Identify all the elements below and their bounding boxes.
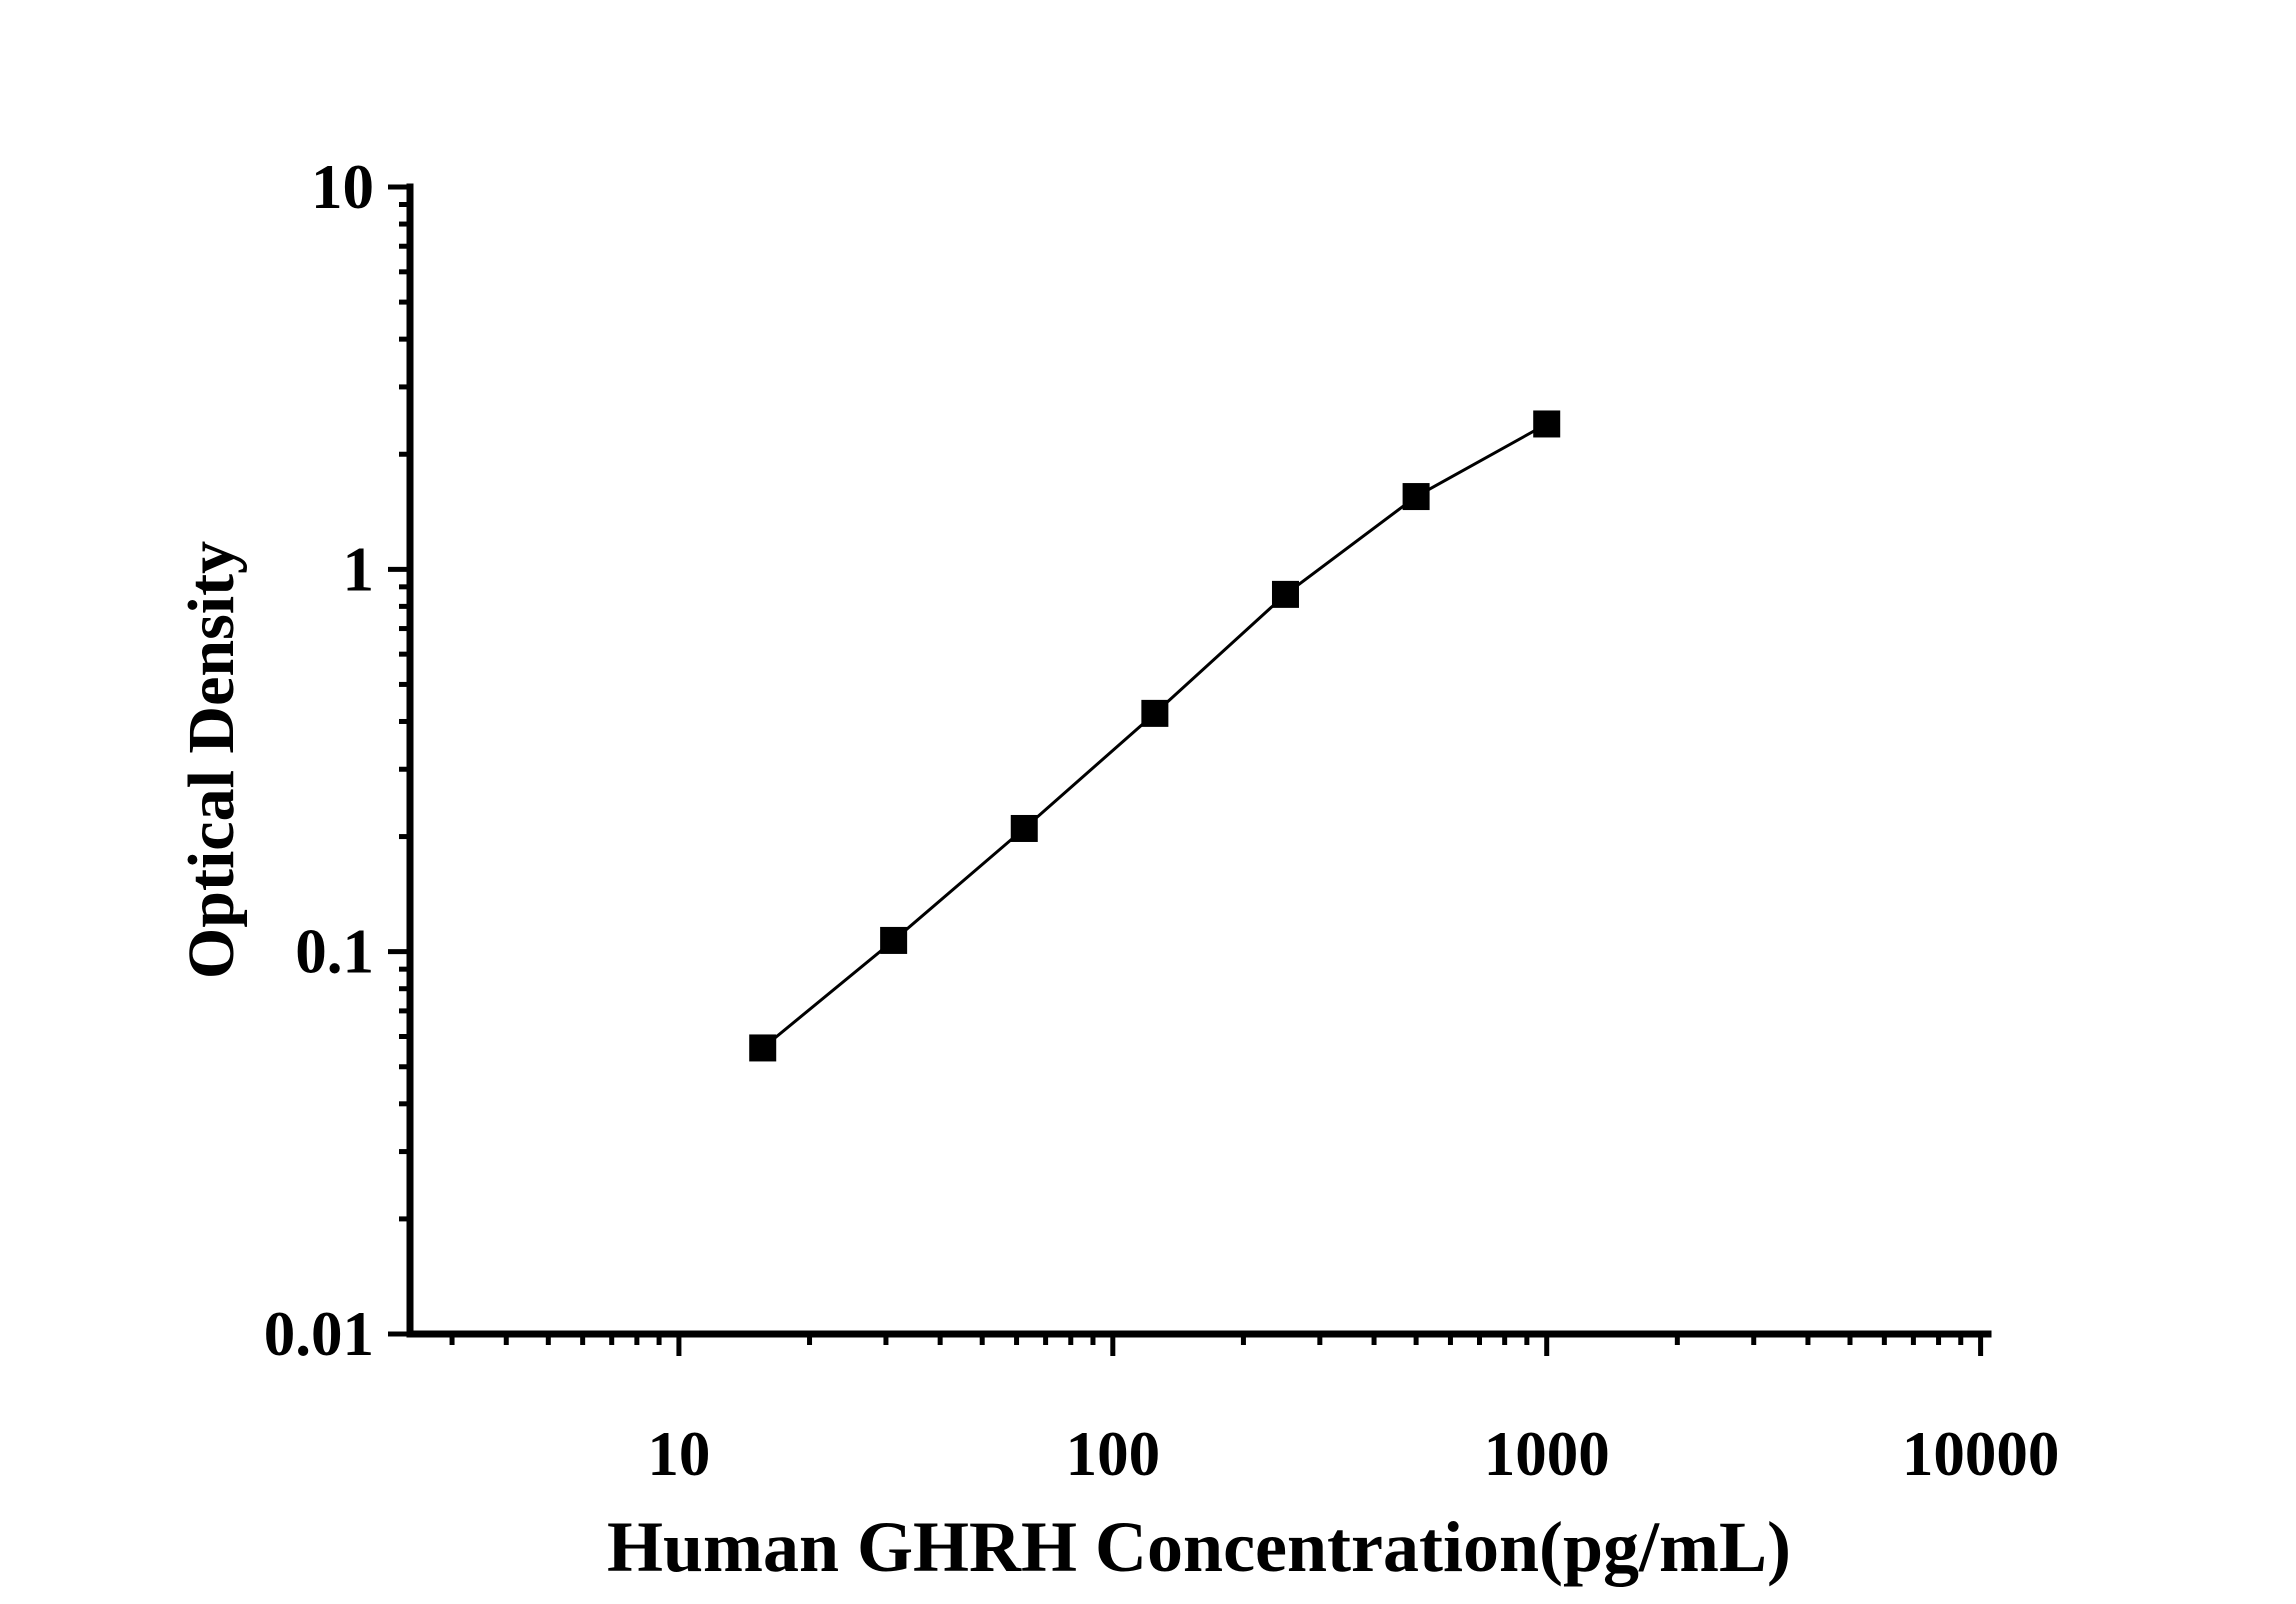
data-point-marker <box>1010 814 1038 842</box>
standard-curve-line <box>761 422 1548 1050</box>
data-point-marker <box>880 926 908 954</box>
y-tick-label: 1 <box>343 534 375 604</box>
y-tick-label: 0.1 <box>295 917 374 987</box>
data-point-marker <box>1271 580 1299 608</box>
data-point-marker <box>1402 483 1430 511</box>
y-tick-label: 10 <box>311 152 374 222</box>
data-point-marker <box>1533 410 1561 438</box>
data-point-marker <box>749 1034 777 1062</box>
x-tick-label: 10 <box>647 1419 710 1489</box>
x-tick-label: 10000 <box>1902 1419 2060 1489</box>
data-point-marker <box>1141 699 1169 727</box>
y-tick-label: 0.01 <box>264 1299 374 1369</box>
x-tick-label: 1000 <box>1484 1419 1610 1489</box>
x-axis-label: Human GHRH Concentration(pg/mL) <box>606 1507 1792 1587</box>
x-tick-label: 100 <box>1066 1419 1161 1489</box>
y-axis-label: Optical Density <box>175 540 248 980</box>
